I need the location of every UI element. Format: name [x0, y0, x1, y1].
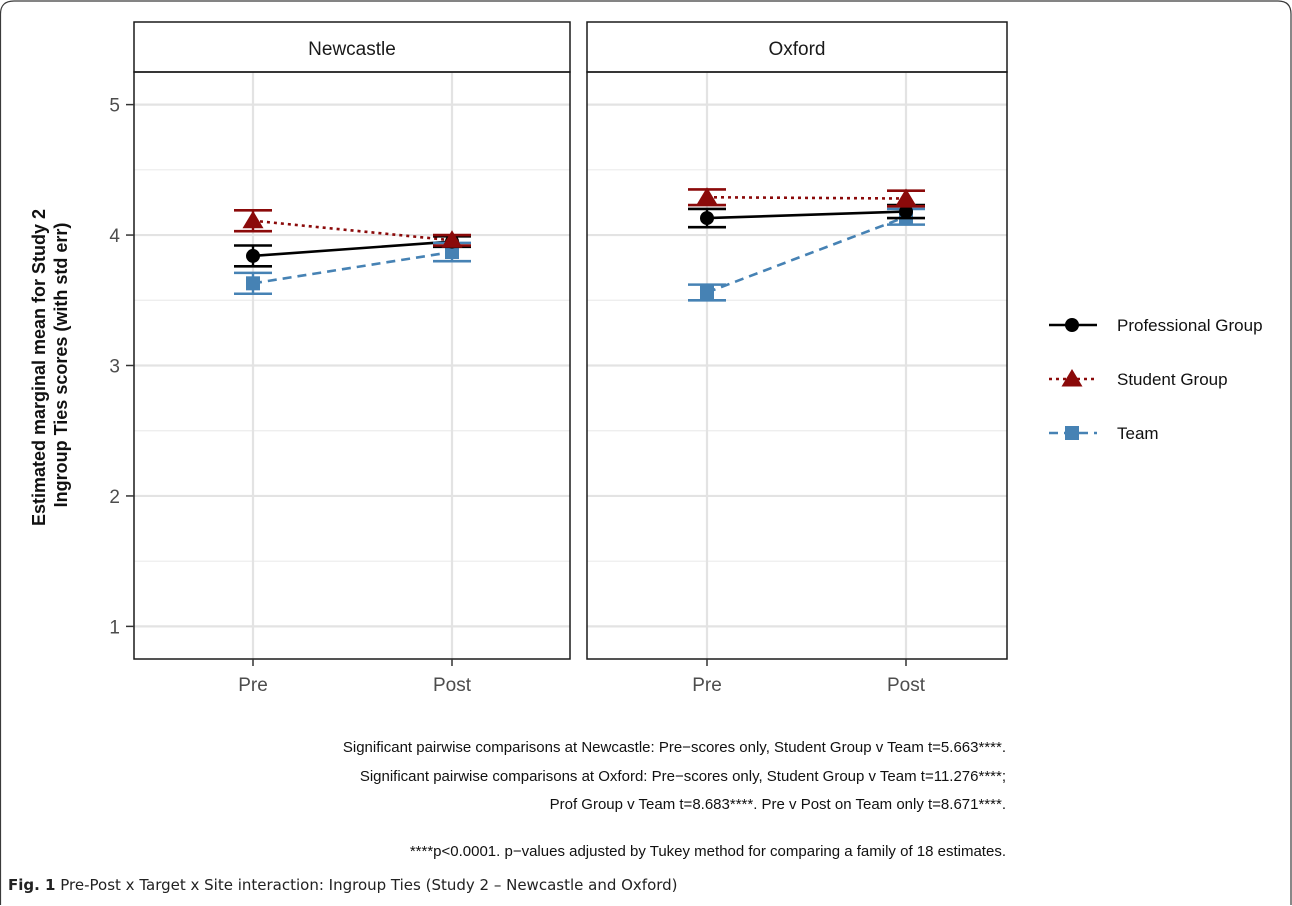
- series-point: [1065, 426, 1079, 440]
- y-tick-label: 5: [109, 96, 120, 117]
- panel-series: [688, 187, 925, 302]
- y-axis-label-line2: Ingroup Ties scores (with std err): [51, 223, 71, 508]
- panel-oxford: Oxford: [586, 21, 1008, 660]
- notes: Significant pairwise comparisons at Newc…: [343, 739, 1006, 860]
- series-point: [700, 285, 714, 300]
- panel-title: Newcastle: [308, 39, 396, 60]
- series-line: [252, 240, 453, 258]
- series-point: [700, 211, 714, 226]
- panel-newcastle: Newcastle: [133, 21, 571, 660]
- panel-strip: [586, 21, 1008, 73]
- panel-grid: [587, 72, 1007, 659]
- legend: Professional Group Student Group Team: [1049, 316, 1263, 443]
- panel-strip: [133, 21, 571, 73]
- y-tick-label: 3: [109, 357, 120, 378]
- x-tick-label: Pre: [692, 675, 722, 696]
- legend-item: Student Group: [1049, 369, 1228, 389]
- note-line: ****p<0.0001. p−values adjusted by Tukey…: [410, 843, 1006, 860]
- y-tick-label: 4: [109, 226, 120, 247]
- series-line: [706, 195, 907, 200]
- x-axis: Pre Post Pre Post: [238, 659, 926, 696]
- x-tick-label: Post: [887, 675, 926, 696]
- y-tick-label: 1: [109, 617, 120, 638]
- series-point: [696, 187, 718, 205]
- series-point: [895, 188, 917, 207]
- series-point: [242, 210, 264, 229]
- series-line: [252, 250, 453, 285]
- x-tick-label: Post: [433, 675, 472, 696]
- legend-item: Team: [1049, 424, 1159, 443]
- series-point: [899, 204, 913, 219]
- note-line: Significant pairwise comparisons at Oxfo…: [360, 768, 1006, 785]
- series-point: [1065, 318, 1079, 332]
- series-point: [445, 245, 459, 260]
- series-point: [246, 248, 260, 263]
- note-line: Significant pairwise comparisons at Newc…: [343, 739, 1006, 756]
- legend-label: Student Group: [1117, 370, 1228, 389]
- series-line: [706, 210, 907, 220]
- y-tick-label: 2: [109, 487, 120, 508]
- series-line: [706, 215, 907, 294]
- legend-label: Team: [1117, 424, 1159, 443]
- x-tick-label: Pre: [238, 675, 268, 696]
- figure-caption-label: Fig. 1: [8, 876, 56, 894]
- legend-label: Professional Group: [1117, 316, 1263, 335]
- legend-item: Professional Group: [1049, 316, 1263, 335]
- figure-caption: Fig. 1 Pre-Post x Target x Site interact…: [8, 876, 678, 894]
- series-point: [441, 230, 463, 248]
- series-line: [252, 219, 453, 242]
- series-point: [246, 276, 260, 291]
- note-line: Prof Group v Team t=8.683****. Pre v Pos…: [550, 796, 1006, 813]
- series-point: [1061, 369, 1083, 387]
- panel-border: [586, 71, 1008, 660]
- panel-title: Oxford: [768, 39, 825, 60]
- panel-grid: [134, 72, 570, 659]
- y-axis-label-line1: Estimated marginal mean for Study 2: [29, 209, 49, 526]
- panel-series: [234, 208, 471, 296]
- figure-caption-text: Pre-Post x Target x Site interaction: In…: [60, 876, 678, 894]
- y-axis-label: Estimated marginal mean for Study 2 Ingr…: [29, 204, 71, 526]
- y-axis: 1 2 3 4 5: [109, 96, 134, 638]
